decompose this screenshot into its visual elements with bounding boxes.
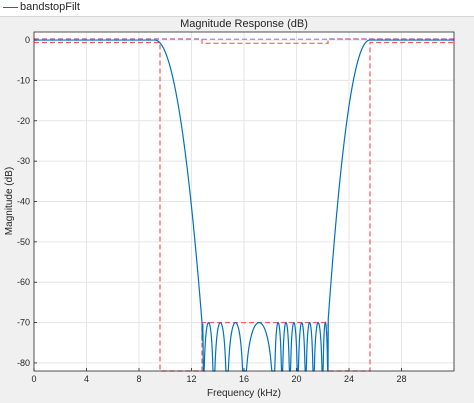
x-axis-title: Frequency (kHz) <box>207 388 281 399</box>
x-tick-label: 0 <box>31 374 36 384</box>
x-tick-label: 20 <box>291 374 301 384</box>
y-tick-label: -20 <box>17 116 30 126</box>
y-tick-label: -70 <box>17 318 30 328</box>
y-axis: 0 -10 -20 -30 -40 -50 -60 -70 -80 <box>17 35 37 368</box>
y-tick-label: -50 <box>17 237 30 247</box>
y-tick-label: -40 <box>17 197 30 207</box>
x-tick-label: 24 <box>344 374 354 384</box>
y-tick-label: -80 <box>17 358 30 368</box>
y-tick-label: -10 <box>17 75 30 85</box>
legend-label: bandstopFilt <box>20 1 80 13</box>
spec-mask-line-1 <box>34 41 454 372</box>
x-axis: 0 4 8 12 16 20 24 28 <box>31 368 407 384</box>
legend-line-swatch <box>3 7 18 8</box>
x-tick-label: 8 <box>136 374 141 384</box>
x-tick-label: 28 <box>396 374 406 384</box>
y-tick-label: 0 <box>25 35 30 45</box>
legend[interactable]: bandstopFilt <box>0 0 474 17</box>
x-tick-label: 16 <box>239 374 249 384</box>
y-tick-label: -60 <box>17 277 30 287</box>
y-tick-label: -30 <box>17 156 30 166</box>
y-axis-title: Magnitude (dB) <box>4 167 15 235</box>
grid-lines <box>34 32 454 371</box>
x-tick-label: 12 <box>186 374 196 384</box>
x-tick-label: 4 <box>84 374 89 384</box>
chart-title: Magnitude Response (dB) <box>180 18 308 30</box>
